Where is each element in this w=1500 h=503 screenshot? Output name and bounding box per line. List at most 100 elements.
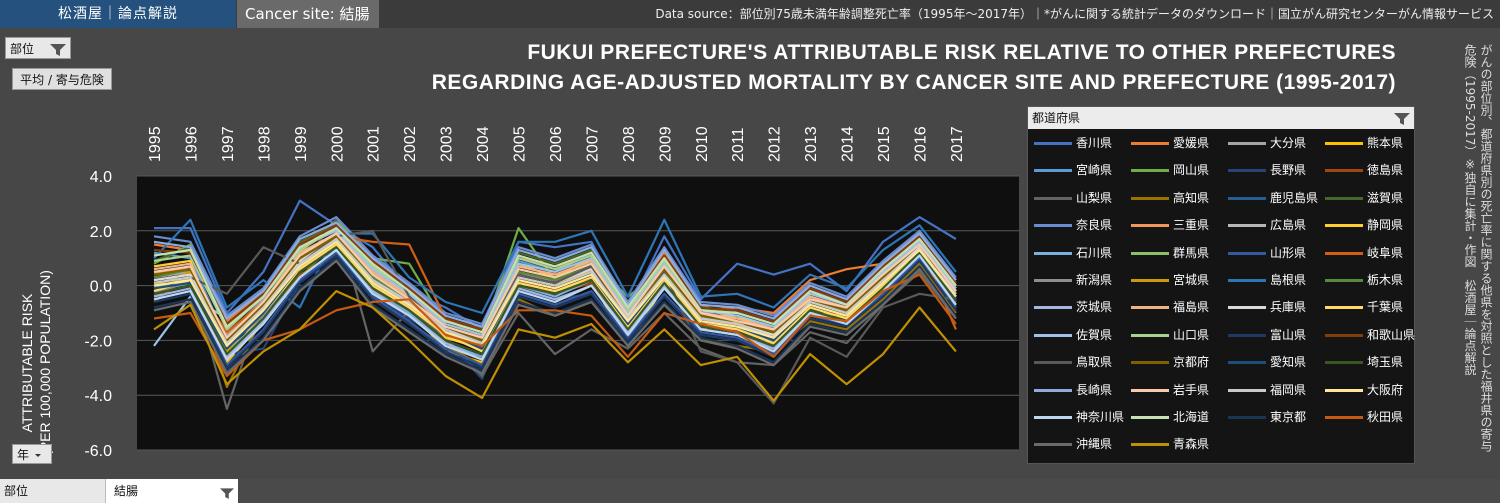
legend-item[interactable]: 青森県 <box>1131 434 1209 454</box>
legend-item[interactable]: 長野県 <box>1228 160 1306 180</box>
legend-item[interactable]: 山梨県 <box>1034 188 1112 208</box>
series-line[interactable] <box>153 254 957 369</box>
series-line[interactable] <box>153 259 957 375</box>
legend-item[interactable]: 岩手県 <box>1131 380 1209 400</box>
legend-item[interactable]: 東京都 <box>1228 407 1306 427</box>
legend-label: 熊本県 <box>1367 136 1404 150</box>
legend-swatch <box>1131 306 1169 310</box>
mode-toggle-button[interactable]: 平均 / 寄与危険 <box>12 68 112 90</box>
legend-item[interactable]: 高知県 <box>1131 188 1209 208</box>
legend-item[interactable]: 北海道 <box>1131 407 1209 427</box>
y-axis-label-line-1: ATTRIBUTABLE RISK <box>19 293 35 432</box>
legend-item[interactable]: 徳島県 <box>1325 160 1403 180</box>
site-filter-button[interactable]: 部位 <box>5 37 71 59</box>
legend-item[interactable]: 熊本県 <box>1325 133 1403 153</box>
legend-item[interactable]: 大阪府 <box>1325 380 1403 400</box>
legend-item[interactable]: 奈良県 <box>1034 215 1112 235</box>
series-line[interactable] <box>153 237 957 345</box>
x-tick-label: 2011 <box>730 127 747 162</box>
legend-label: 兵庫県 <box>1270 300 1307 315</box>
legend-item[interactable]: 千葉県 <box>1325 297 1403 317</box>
bottom-filter-bar: 部位 結腸 <box>0 479 1500 503</box>
legend-item[interactable]: 山口県 <box>1131 325 1209 345</box>
legend-item[interactable]: 栃木県 <box>1325 270 1403 290</box>
legend-item[interactable]: 石川県 <box>1034 243 1112 263</box>
legend-swatch <box>1131 279 1169 282</box>
legend-item[interactable]: 京都府 <box>1131 352 1209 372</box>
legend-item[interactable]: 新潟県 <box>1034 270 1112 290</box>
bottom-field-select[interactable]: 結腸 <box>106 479 238 503</box>
legend-item[interactable]: 岐阜県 <box>1325 243 1403 263</box>
legend-swatch <box>1325 416 1363 419</box>
series-line[interactable] <box>153 246 957 356</box>
series-line[interactable] <box>153 273 957 378</box>
legend-label: 岐阜県 <box>1367 245 1404 260</box>
legend-item[interactable]: 埼玉県 <box>1325 352 1403 372</box>
legend-swatch <box>1325 333 1363 337</box>
legend-label: 京都府 <box>1173 355 1210 370</box>
legend-item[interactable]: 福島県 <box>1131 297 1209 317</box>
legend-swatch <box>1228 169 1266 173</box>
legend-item[interactable]: 鳥取県 <box>1034 352 1112 372</box>
x-tick-label: 1997 <box>220 126 237 162</box>
x-tick-label: 2007 <box>584 126 601 162</box>
chart-title-line-1: FUKUI PREFECTURE'S ATTRIBUTABLE RISK REL… <box>527 41 1396 64</box>
legend-item[interactable]: 兵庫県 <box>1228 297 1306 317</box>
legend-swatch <box>1131 388 1169 392</box>
series-line[interactable] <box>153 232 957 339</box>
legend-swatch <box>1325 224 1363 228</box>
legend-item[interactable]: 佐賀県 <box>1034 325 1112 345</box>
series-line[interactable] <box>153 240 957 347</box>
series-line[interactable] <box>153 227 957 334</box>
legend-filter-button[interactable]: 都道府県 <box>1028 107 1414 129</box>
series-line[interactable] <box>154 199 957 331</box>
legend-item[interactable]: 鹿児島県 <box>1228 188 1318 208</box>
legend-item[interactable]: 岡山県 <box>1131 160 1209 180</box>
series-line[interactable] <box>153 290 957 402</box>
x-tick-label: 2006 <box>548 126 565 162</box>
legend-item[interactable]: 愛知県 <box>1228 352 1306 372</box>
legend-label: 長野県 <box>1270 163 1307 178</box>
x-tick-label: 2012 <box>767 126 784 162</box>
series-line[interactable] <box>153 215 957 326</box>
legend-item[interactable]: 秋田県 <box>1325 407 1403 427</box>
legend-item[interactable]: 長崎県 <box>1034 380 1112 400</box>
legend-item[interactable]: 三重県 <box>1131 215 1209 235</box>
legend-item[interactable]: 富山県 <box>1228 325 1306 345</box>
x-tick-labels: 1995 1996 1997 1998 1999 2000 2001 2002 2003 2004… <box>147 126 966 162</box>
legend-item[interactable]: 神奈川県 <box>1034 407 1124 427</box>
legend-item[interactable]: 宮崎県 <box>1034 160 1112 180</box>
legend-item[interactable]: 滋賀県 <box>1325 188 1403 208</box>
series-line[interactable] <box>153 257 957 372</box>
legend-filter-label: 都道府県 <box>1032 111 1081 125</box>
legend-item[interactable]: 沖縄県 <box>1034 434 1112 454</box>
legend-swatch <box>1325 251 1363 255</box>
legend-label: 静岡県 <box>1367 218 1404 233</box>
series-line[interactable] <box>153 221 957 328</box>
legend-item[interactable]: 茨城県 <box>1034 297 1112 317</box>
legend-item[interactable]: 静岡県 <box>1325 215 1403 235</box>
legend-item[interactable]: 和歌山県 <box>1325 325 1415 345</box>
legend-item[interactable]: 宮城県 <box>1131 270 1209 290</box>
legend-swatch <box>1228 196 1266 200</box>
legend-item[interactable]: 香川県 <box>1034 133 1112 153</box>
legend-item[interactable]: 山形県 <box>1228 243 1306 263</box>
brand-label[interactable]: 松酒屋｜論点解説 <box>0 0 236 28</box>
legend-swatch <box>1034 361 1072 365</box>
year-filter-button[interactable]: 年 <box>12 444 52 464</box>
bottom-field-label: 部位 <box>0 479 106 503</box>
legend-item[interactable]: 群馬県 <box>1131 243 1209 263</box>
legend-item[interactable]: 福岡県 <box>1228 380 1306 400</box>
legend-item[interactable]: 広島県 <box>1228 215 1306 235</box>
legend-item[interactable]: 大分県 <box>1228 133 1306 153</box>
x-tick-label: 2013 <box>803 126 820 162</box>
legend-label: 岩手県 <box>1173 382 1210 397</box>
series-line[interactable] <box>153 243 957 353</box>
series-line[interactable] <box>153 232 957 342</box>
legend-item[interactable]: 愛媛県 <box>1131 133 1209 153</box>
legend-swatch <box>1325 169 1363 173</box>
legend-item[interactable]: 島根県 <box>1228 270 1306 290</box>
legend-label: 埼玉県 <box>1367 355 1404 370</box>
legend-swatch <box>1325 361 1363 365</box>
